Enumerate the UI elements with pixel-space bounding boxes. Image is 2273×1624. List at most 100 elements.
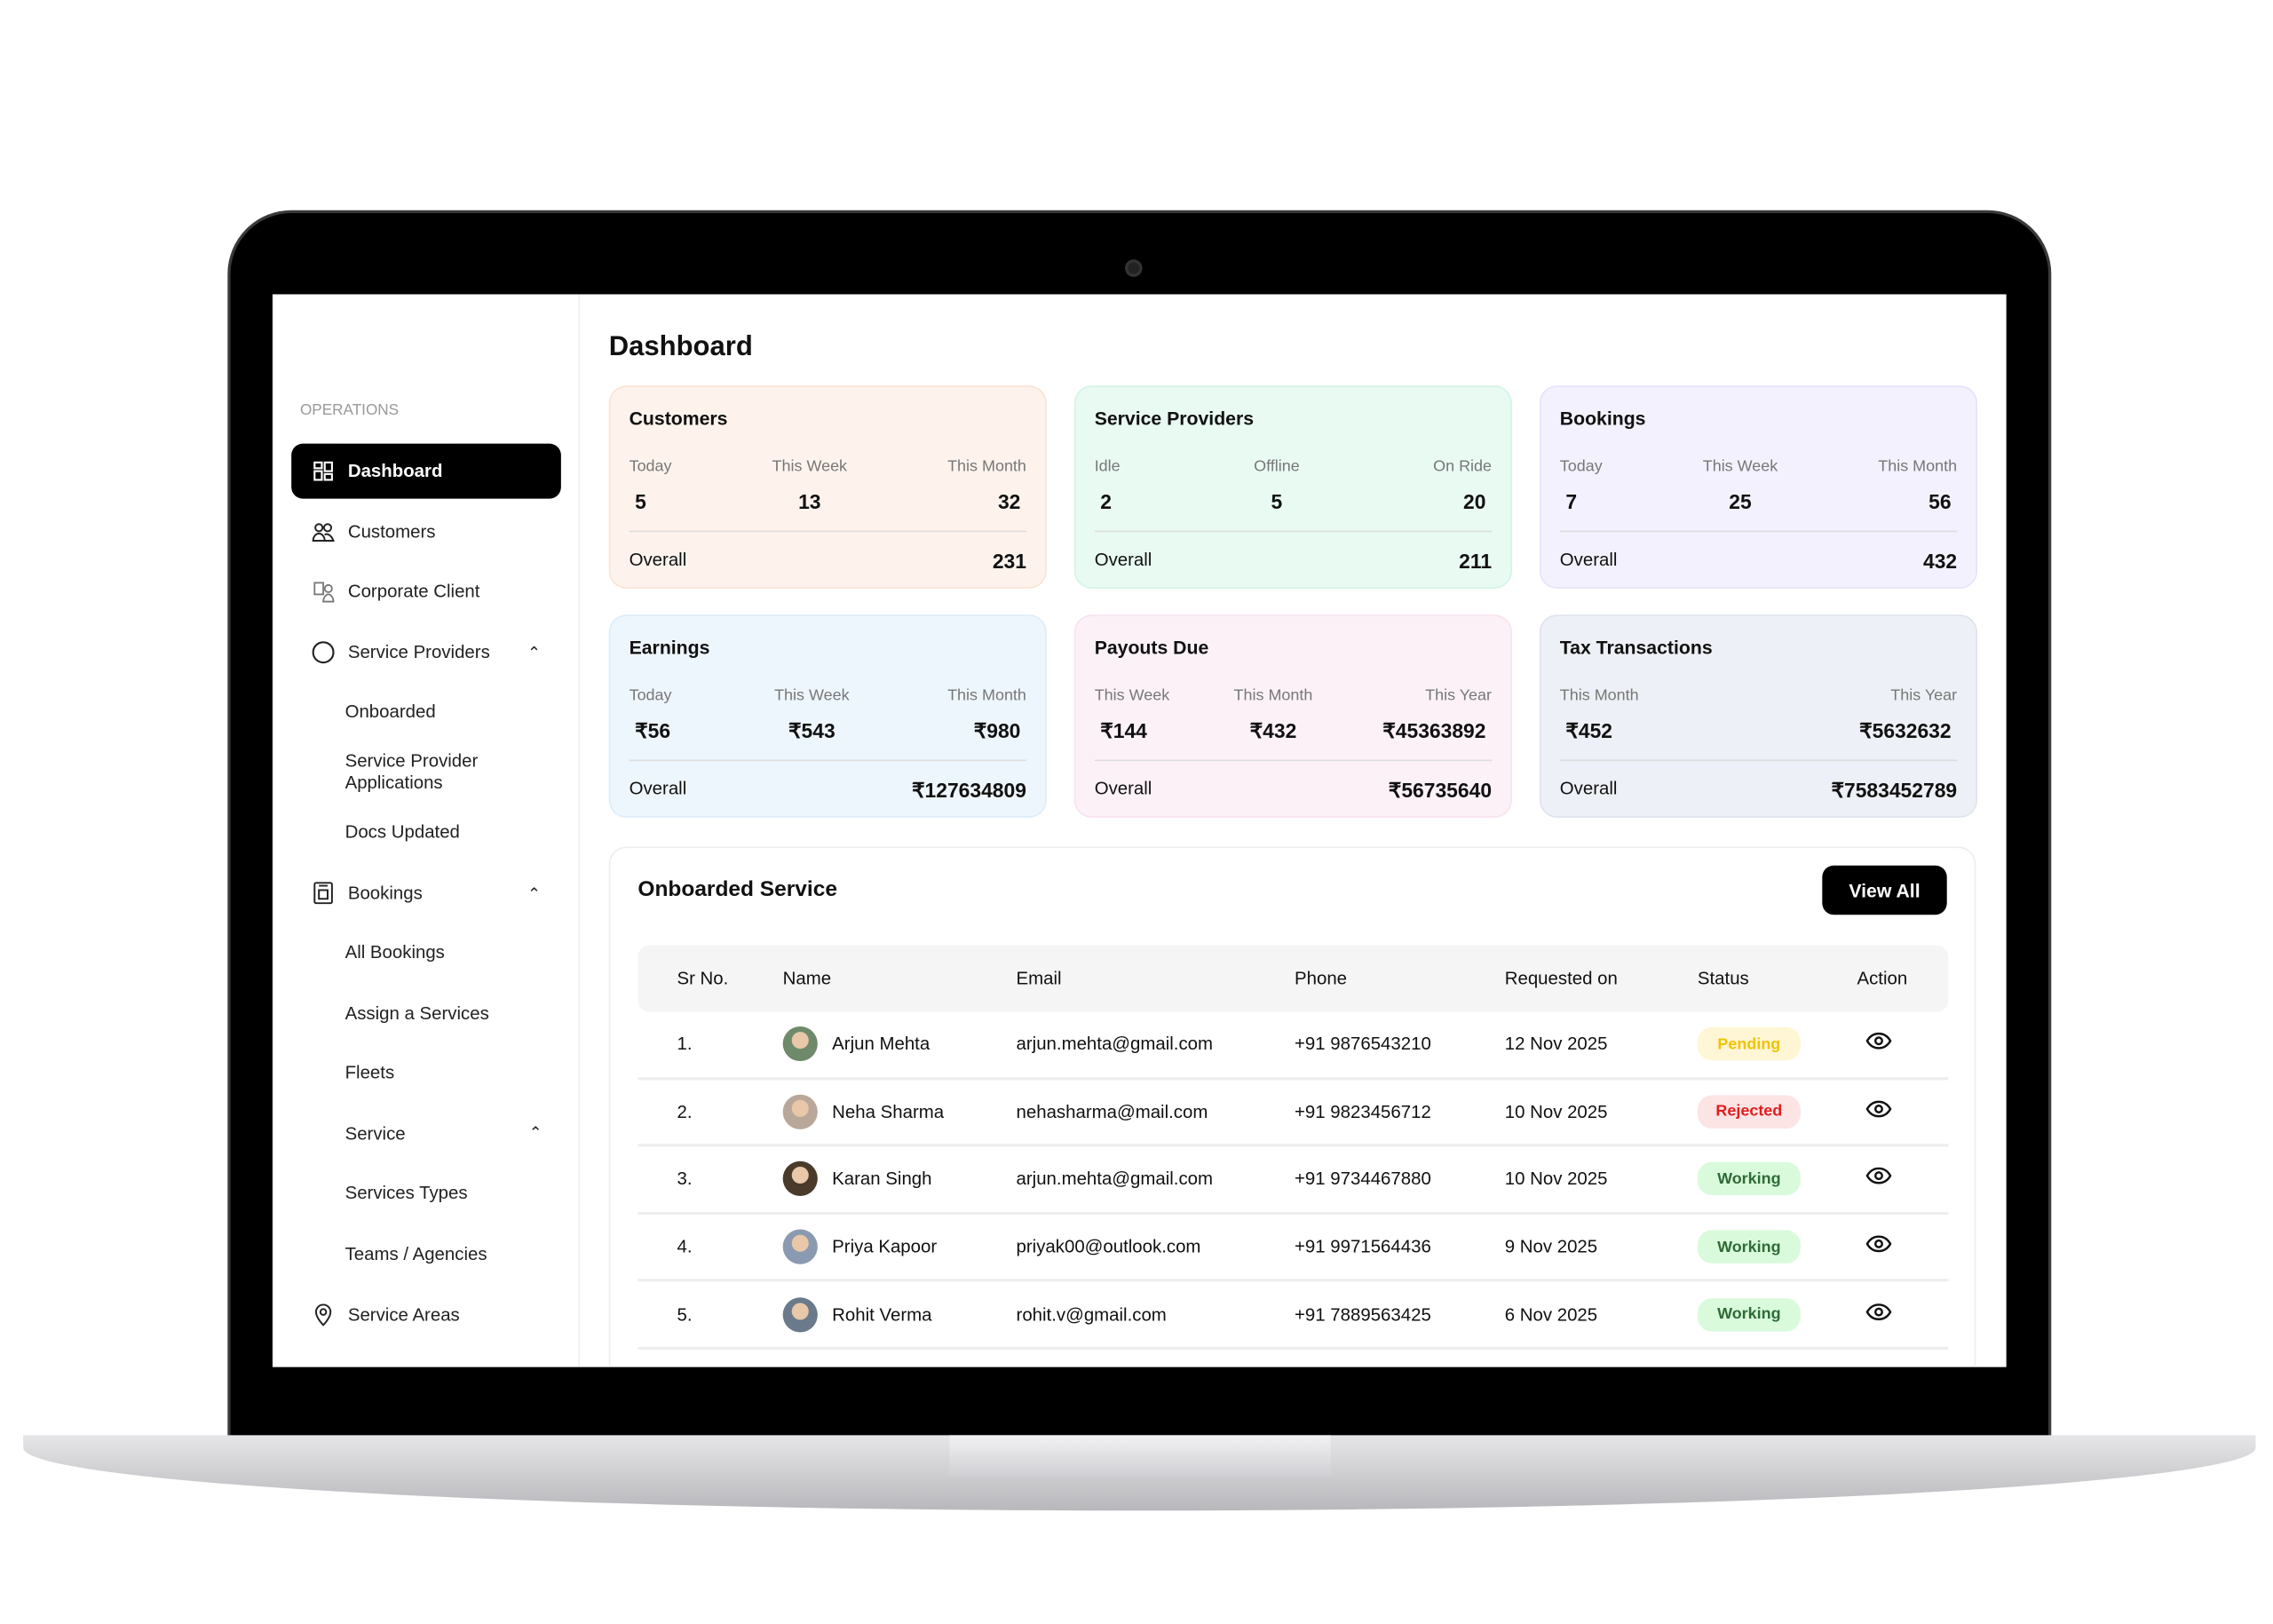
card-stats: This Month ₹452 This Year ₹5632632 xyxy=(1560,687,1957,744)
sidebar-subitem[interactable]: All Bookings xyxy=(345,942,445,963)
status-badge: Working xyxy=(1697,1230,1801,1264)
webcam xyxy=(1124,259,1143,277)
stat-value: 2 xyxy=(1100,489,1112,513)
stat-value: 5 xyxy=(1271,489,1283,513)
status-badge: Pending xyxy=(1697,1027,1801,1061)
card-title: Payouts Due xyxy=(1094,636,1209,659)
stat-card-bookings: Bookings Today 7 This Week 25 This Month 56 Ove… xyxy=(1539,385,1978,589)
cell-email[interactable]: rohit.v@gmail.com xyxy=(1016,1303,1167,1325)
overall-value: ₹127634809 xyxy=(911,778,1026,802)
card-stats: Today 5 This Week 13 This Month 32 xyxy=(630,458,1026,513)
avatar xyxy=(782,1229,818,1264)
sidebar-subitem[interactable]: Services Types xyxy=(345,1183,468,1204)
overall-row: Overall 432 xyxy=(1559,530,1958,573)
eye-icon[interactable] xyxy=(1865,1031,1892,1057)
table-header: Sr No. Name Email Phone Requested on Status Ac… xyxy=(638,945,1949,1012)
sidebar-subitem[interactable]: Service Provider Applications xyxy=(345,750,479,794)
overall-row: Overall 211 xyxy=(1094,530,1493,573)
stat-card-earnings: Earnings Today ₹56 This Week ₹543 This Month ₹… xyxy=(608,614,1047,818)
stat: Today ₹56 xyxy=(630,687,677,744)
sidebar-subitem[interactable]: Assign a Services xyxy=(345,1002,489,1024)
avatar xyxy=(782,1026,818,1062)
sidebar-item-customers[interactable]: Customers xyxy=(291,504,561,559)
overall-row: Overall ₹127634809 xyxy=(629,759,1026,804)
sidebar-item-service-areas[interactable]: Service Areas xyxy=(291,1287,561,1343)
card-title: Customers xyxy=(629,407,728,430)
stat: This Month ₹432 xyxy=(1234,687,1313,744)
stat-value: 5 xyxy=(635,489,646,513)
stat: Today 7 xyxy=(1560,458,1603,513)
eye-icon[interactable] xyxy=(1865,1166,1892,1192)
table-row: 3. Karan Singh arjun.mehta@gmail.com +91 97… xyxy=(638,1147,1949,1215)
table-row: 2. Neha Sharma nehasharma@mail.com +91 9823… xyxy=(638,1080,1949,1147)
stat-label: This Month xyxy=(1559,686,1639,705)
sidebar-item-corporate-client[interactable]: Corporate Client xyxy=(291,564,561,619)
status-badge: Working xyxy=(1697,1162,1801,1196)
avatar xyxy=(782,1161,818,1197)
stat: This Week 25 xyxy=(1703,458,1778,513)
eye-icon[interactable] xyxy=(1865,1234,1892,1260)
cell-email[interactable]: nehasharma@mail.com xyxy=(1016,1101,1208,1122)
stat-label: This Year xyxy=(1425,686,1493,705)
onboarded-service-panel: Onboarded Service View All Sr No. Name Ema… xyxy=(608,846,1976,1367)
sidebar-item-label: Corporate Client xyxy=(347,581,480,602)
sidebar-item-label: Dashboard xyxy=(347,461,443,482)
status-badge: Rejected xyxy=(1697,1095,1801,1129)
card-stats: Today ₹56 This Week ₹543 This Month ₹980 xyxy=(630,687,1026,744)
sidebar-subitem-service[interactable]: Service ⌃ xyxy=(345,1123,543,1145)
chevron-up-icon[interactable]: ⌃ xyxy=(527,884,541,903)
sidebar-item-label: Bookings xyxy=(347,883,423,904)
stat-value: 20 xyxy=(1463,489,1486,513)
stat-card-service-providers: Service Providers Idle 2 Offline 5 On Ride 20 O… xyxy=(1073,385,1512,589)
section-label: OPERATIONS xyxy=(299,401,400,419)
stat-value: ₹45363892 xyxy=(1382,718,1486,742)
stat: This Month 32 xyxy=(947,458,1026,513)
chevron-up-icon[interactable]: ⌃ xyxy=(528,1124,543,1143)
sidebar-item-dashboard[interactable]: Dashboard xyxy=(291,443,561,499)
sidebar-subitem[interactable]: Onboarded xyxy=(345,701,436,723)
sidebar-item-bookings[interactable]: Bookings ⌃ xyxy=(291,866,561,921)
card-stats: This Week ₹144 This Month ₹432 This Year ₹453… xyxy=(1095,687,1492,744)
table-row: 1. Arjun Mehta arjun.mehta@gmail.com +91 98… xyxy=(638,1012,1949,1080)
sidebar-subitem[interactable]: Fleets xyxy=(345,1062,395,1083)
stat: This Month ₹980 xyxy=(947,687,1026,744)
card-title: Bookings xyxy=(1559,407,1646,430)
sidebar-item-service-providers[interactable]: Service Providers ⌃ xyxy=(291,625,561,680)
view-all-button[interactable]: View All xyxy=(1822,865,1947,915)
cell-name: Rohit Verma xyxy=(832,1303,932,1325)
sidebar-subitem[interactable]: Docs Updated xyxy=(345,821,460,843)
cell-name: Neha Sharma xyxy=(832,1101,945,1122)
stat-label: This Month xyxy=(947,457,1026,476)
cell-date: 12 Nov 2025 xyxy=(1504,1034,1608,1055)
cell-sr: 3. xyxy=(677,1168,693,1190)
cell-sr: 5. xyxy=(677,1303,693,1325)
column-header: Sr No. xyxy=(677,968,729,989)
column-header: Email xyxy=(1016,968,1062,989)
users-icon xyxy=(312,520,335,543)
stat-value: ₹5632632 xyxy=(1859,718,1952,742)
cell-email[interactable]: priyak00@outlook.com xyxy=(1016,1236,1201,1257)
stat: This Year ₹45363892 xyxy=(1377,687,1492,744)
stat-label: This Week xyxy=(1702,457,1778,476)
eye-icon[interactable] xyxy=(1865,1302,1892,1327)
stat-value: ₹543 xyxy=(788,718,836,742)
stat: This Month ₹452 xyxy=(1560,687,1639,744)
cell-phone: +91 9734467880 xyxy=(1295,1168,1431,1190)
column-header: Status xyxy=(1697,968,1749,989)
cell-date: 6 Nov 2025 xyxy=(1504,1303,1598,1325)
stat-value: ₹980 xyxy=(973,718,1021,742)
cell-email[interactable]: arjun.mehta@gmail.com xyxy=(1016,1168,1214,1190)
chevron-up-icon[interactable]: ⌃ xyxy=(527,644,541,662)
cell-email[interactable]: arjun.mehta@gmail.com xyxy=(1016,1034,1214,1055)
circle-icon xyxy=(312,641,335,664)
stat: On Ride 20 xyxy=(1433,458,1492,513)
eye-icon[interactable] xyxy=(1865,1098,1892,1124)
cell-phone: +91 9876543210 xyxy=(1295,1034,1431,1055)
stat-label: Today xyxy=(1559,457,1603,476)
grid-icon xyxy=(312,460,335,483)
stat-label: This Week xyxy=(772,457,848,476)
stat-card-payouts-due: Payouts Due This Week ₹144 This Month ₹432 Th… xyxy=(1073,614,1512,818)
sidebar-subitem[interactable]: Teams / Agencies xyxy=(345,1243,487,1264)
stat: This Week ₹543 xyxy=(774,687,850,744)
stat: This Year ₹5632632 xyxy=(1854,687,1957,744)
